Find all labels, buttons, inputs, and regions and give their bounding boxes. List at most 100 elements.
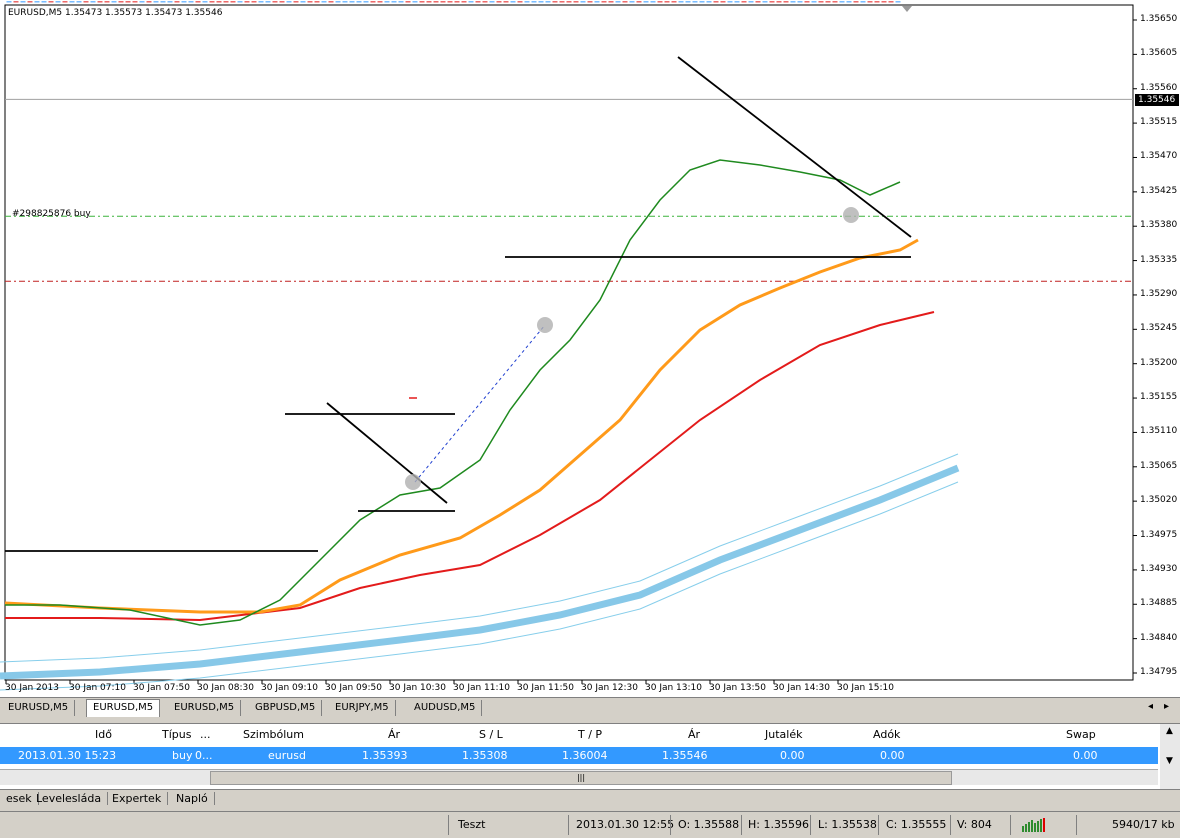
candle-body bbox=[545, 1, 551, 3]
channel-lower bbox=[0, 481, 959, 691]
x-tick-label: 30 Jan 2013 bbox=[5, 683, 59, 693]
candle-body bbox=[643, 1, 649, 3]
candle-body bbox=[433, 1, 439, 3]
candle-body bbox=[335, 1, 341, 3]
terminal-tab-bar: esek Levelesláda Expertek Napló bbox=[0, 789, 1180, 808]
candle-body bbox=[622, 1, 628, 3]
col-size[interactable]: ... bbox=[200, 728, 211, 741]
tab-journal[interactable]: Napló bbox=[170, 792, 215, 805]
y-tick-label: 1.35470 bbox=[1140, 151, 1178, 162]
candle-body bbox=[503, 1, 509, 3]
col-tp[interactable]: T / P bbox=[578, 728, 603, 741]
candle-body bbox=[734, 1, 740, 3]
order-line-label: #298825876 buy bbox=[12, 209, 91, 219]
trade-marker bbox=[843, 207, 859, 223]
candle-body bbox=[104, 1, 110, 3]
col-taxes[interactable]: Adók bbox=[873, 728, 901, 741]
col-type[interactable]: Típus bbox=[162, 728, 192, 741]
candle-body bbox=[251, 1, 257, 3]
trade-path-line bbox=[414, 324, 546, 483]
col-sl[interactable]: S / L bbox=[479, 728, 503, 741]
candle-body bbox=[804, 1, 810, 3]
col-time[interactable]: Idő bbox=[95, 728, 112, 741]
tab-trade[interactable]: esek bbox=[0, 792, 39, 805]
tab-scroll-right-icon[interactable]: ▸ bbox=[1164, 701, 1170, 712]
col-price[interactable]: Ár bbox=[688, 728, 701, 741]
horizontal-scrollbar[interactable]: ||| bbox=[0, 769, 1158, 785]
candle-body bbox=[272, 1, 278, 3]
candle-body bbox=[629, 1, 635, 3]
scroll-up-icon[interactable]: ▲ bbox=[1166, 726, 1173, 736]
candle-body bbox=[384, 1, 390, 3]
cell-time: 2013.01.30 15:23 bbox=[18, 749, 117, 762]
candle-body bbox=[489, 1, 495, 3]
candle-body bbox=[412, 1, 418, 3]
chart-tab-gbpusd[interactable]: GBPUSD,M5 bbox=[249, 700, 323, 716]
candle-body bbox=[202, 1, 208, 3]
status-traffic: 5940/17 kb bbox=[1112, 818, 1175, 831]
y-tick-label: 1.35110 bbox=[1140, 426, 1178, 437]
candle-body bbox=[748, 1, 754, 3]
cell-price: 1.35546 bbox=[662, 749, 708, 762]
candle-body bbox=[90, 1, 96, 3]
candle-body bbox=[447, 1, 453, 3]
terminal-panel: Idő Típus ... Szimbólum Ár S / L T / P Á… bbox=[0, 723, 1180, 790]
cell-open-price: 1.35393 bbox=[362, 749, 408, 762]
y-tick-label: 1.35425 bbox=[1140, 185, 1178, 196]
candle-body bbox=[223, 1, 229, 3]
chart-tab-audusd[interactable]: AUDUSD,M5 bbox=[408, 700, 483, 716]
col-commission[interactable]: Jutalék bbox=[765, 728, 803, 741]
slow-ma bbox=[0, 464, 960, 680]
candle-body bbox=[853, 1, 859, 3]
chart-tab-eurusd-active[interactable]: EURUSD,M5 bbox=[86, 699, 161, 717]
candle-body bbox=[797, 1, 803, 3]
col-symbol[interactable]: Szimbólum bbox=[243, 728, 304, 741]
scroll-down-icon[interactable]: ▼ bbox=[1166, 756, 1173, 766]
channel-upper bbox=[0, 453, 959, 663]
candle-body bbox=[832, 1, 838, 3]
y-tick-label: 1.35065 bbox=[1140, 460, 1178, 471]
candle-body bbox=[538, 1, 544, 3]
tab-scroll-left-icon[interactable]: ◂ bbox=[1148, 701, 1154, 712]
table-row[interactable]: 2013.01.30 15:23 buy 0... eurusd 1.35393… bbox=[0, 747, 1158, 764]
chart-tab-eurusd-3[interactable]: EURUSD,M5 bbox=[168, 700, 242, 716]
tab-mailbox[interactable]: Levelesláda bbox=[30, 792, 109, 805]
candle-body bbox=[167, 1, 173, 3]
candle-body bbox=[321, 1, 327, 3]
candle-body bbox=[454, 1, 460, 3]
chart-tab-eurjpy[interactable]: EURJPY,M5 bbox=[329, 700, 396, 716]
candle-body bbox=[692, 1, 698, 3]
candle-body bbox=[895, 1, 901, 3]
candle-body bbox=[13, 1, 19, 3]
price-chart[interactable]: EURUSD,M5 1.35473 1.35573 1.35473 1.3554… bbox=[0, 0, 1180, 697]
candle-body bbox=[776, 1, 782, 3]
y-tick-label: 1.35560 bbox=[1140, 82, 1178, 93]
candle-body bbox=[461, 1, 467, 3]
vertical-scrollbar[interactable]: ▲ ▼ bbox=[1160, 724, 1180, 790]
trend-line bbox=[326, 402, 448, 504]
candle-body bbox=[783, 1, 789, 3]
tab-experts[interactable]: Expertek bbox=[106, 792, 169, 805]
cell-taxes: 0.00 bbox=[880, 749, 905, 762]
col-open-price[interactable]: Ár bbox=[388, 728, 401, 741]
candle-body bbox=[524, 1, 530, 3]
candle-body bbox=[839, 1, 845, 3]
status-high: H: 1.35596 bbox=[748, 818, 809, 831]
chart-canvas[interactable] bbox=[0, 0, 1180, 697]
col-swap[interactable]: Swap bbox=[1066, 728, 1096, 741]
candle-body bbox=[286, 1, 292, 3]
chart-tab-eurusd-1[interactable]: EURUSD,M5 bbox=[2, 700, 76, 716]
candle-body bbox=[174, 1, 180, 3]
candle-body bbox=[559, 1, 565, 3]
candle-body bbox=[27, 1, 33, 3]
candle-body bbox=[601, 1, 607, 3]
x-tick-label: 30 Jan 12:30 bbox=[581, 683, 638, 693]
candle-body bbox=[762, 1, 768, 3]
candle-body bbox=[258, 1, 264, 3]
y-tick-label: 1.35650 bbox=[1140, 14, 1178, 24]
candle-body bbox=[69, 1, 75, 3]
scroll-thumb[interactable]: ||| bbox=[210, 771, 952, 785]
candle-body bbox=[510, 1, 516, 3]
candle-body bbox=[349, 1, 355, 3]
candle-body bbox=[391, 1, 397, 3]
